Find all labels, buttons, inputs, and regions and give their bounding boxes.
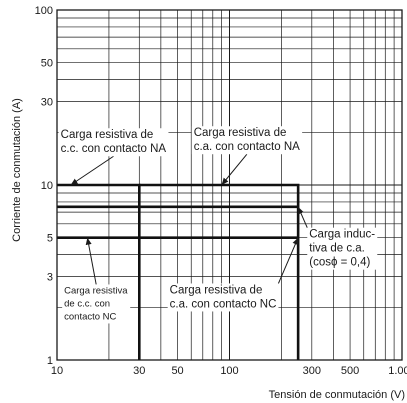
series-line-ac_no: [139, 183, 300, 360]
annotation-arrow-ac_ind: [297, 206, 308, 228]
y-tick-labels: 1 3 5 10 30 50 100: [35, 5, 53, 367]
annotation-arrow-dc_no: [70, 155, 114, 186]
y-axis-title: Corriente de conmutación (A): [11, 98, 23, 242]
annotation-arrow-ac_no: [221, 153, 248, 186]
x-tick-label: 300: [303, 365, 321, 377]
series-line-dc_no: [57, 183, 141, 360]
plot-frame: [56, 9, 403, 361]
annotation-background: [167, 283, 279, 312]
annotation-background: [62, 284, 131, 324]
annotation-background: [58, 128, 169, 157]
annotation-dc_nc: Carga resistiva de c.c. con contacto NC: [62, 284, 131, 324]
annotation-labels: Carga resistiva dec.c. con contacto NACa…: [58, 126, 378, 324]
annotation-ac_nc: Carga resistiva de c.a. con contacto NC: [167, 283, 279, 312]
annotation-background: [191, 126, 303, 155]
y-tick-label: 1: [47, 355, 53, 367]
annotation-text: contacto NC: [64, 311, 116, 322]
y-tick-label: 100: [35, 5, 53, 17]
y-tick-label: 50: [41, 58, 53, 70]
x-axis-title: Tensión de conmutación (V): [269, 389, 405, 401]
annotation-ac_ind: Carga induc-tiva de c.a. (cosϕ = 0,4): [307, 227, 378, 270]
x-tick-label: 50: [171, 365, 183, 377]
annotation-text: (cosϕ = 0,4): [309, 257, 370, 269]
x-tick-label: 1.000: [388, 365, 407, 377]
y-tick-label: 3: [47, 272, 53, 284]
annotation-text: Carga resistiva de: [61, 129, 154, 141]
annotation-dc_no: Carga resistiva de c.c. con contacto NA: [58, 128, 169, 157]
x-tick-label: 100: [220, 365, 238, 377]
y-tick-label: 10: [41, 180, 53, 192]
annotation-text: Carga resistiva de: [194, 127, 287, 139]
annotation-text: c.a. con contacto NC: [170, 298, 277, 310]
annotation-text: c.c. con contacto NA: [61, 143, 167, 155]
annotation-text: c.a. con contacto NA: [194, 141, 300, 153]
annotation-arrow-dc_nc: [85, 237, 97, 285]
annotation-ac_no: Carga resistiva de c.a. con contacto NA: [191, 126, 303, 155]
annotation-text: de c.c. con: [64, 298, 110, 309]
annotation-text: Carga resistiva de: [170, 284, 263, 296]
annotation-arrow-ac_nc: [277, 237, 299, 284]
annotation-background: [307, 227, 378, 270]
x-tick-label: 10: [51, 365, 63, 377]
y-tick-label: 5: [47, 233, 53, 245]
annotation-text: tiva de c.a.: [309, 243, 365, 255]
x-tick-label: 30: [133, 365, 145, 377]
y-tick-label: 30: [41, 97, 53, 109]
annotation-text: Carga induc-: [309, 229, 375, 241]
annotation-arrows: [70, 153, 308, 285]
series-layer: [57, 183, 300, 360]
x-tick-label: 500: [341, 365, 359, 377]
x-tick-labels: 10 30 50 100 300 500 1.000: [51, 365, 407, 377]
annotation-text: Carga resistiva: [64, 285, 128, 296]
